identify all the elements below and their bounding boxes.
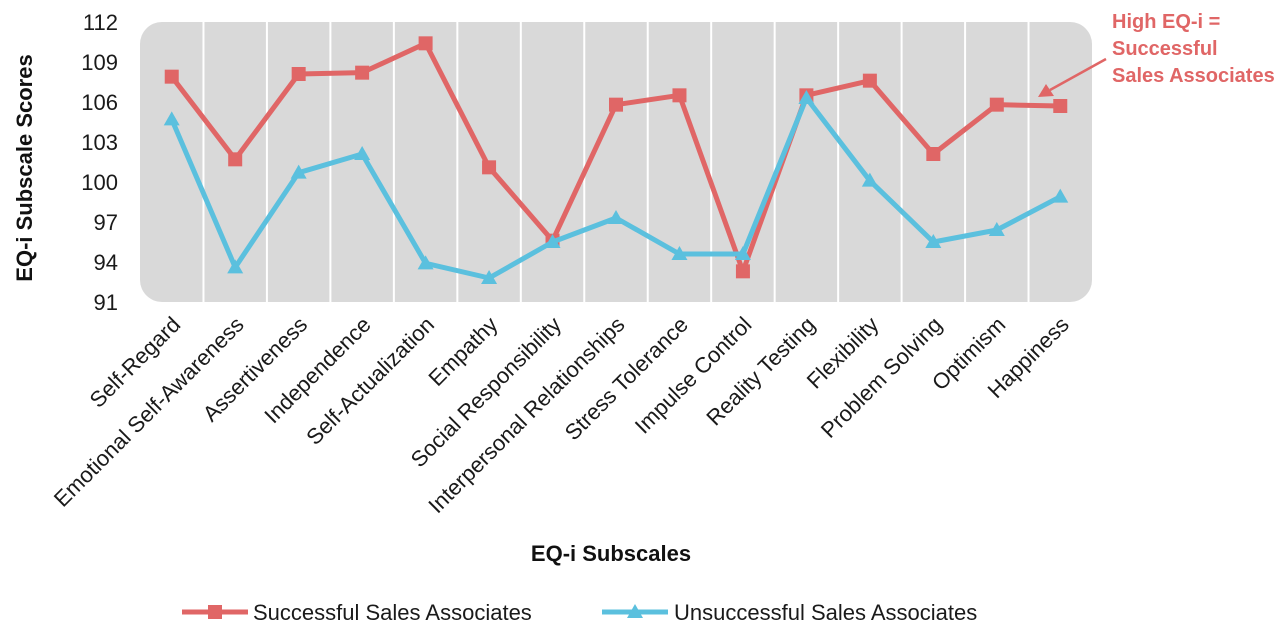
data-point-square (482, 160, 497, 175)
data-point-square (862, 73, 877, 88)
annotation: High EQ-i = Successful Sales Associates (1038, 11, 1275, 97)
plot-background (140, 22, 1092, 302)
y-tick-label: 106 (81, 90, 118, 115)
data-point-square (418, 36, 433, 51)
annotation-line-3: Sales Associates (1112, 65, 1275, 87)
annotation-line-2: Successful (1112, 38, 1218, 60)
data-point-triangle (988, 222, 1005, 236)
data-point-square (228, 152, 243, 167)
y-tick-label: 112 (83, 10, 118, 35)
grid-lines (202, 22, 1030, 302)
y-tick-label: 109 (81, 50, 118, 75)
data-point-square (291, 67, 306, 81)
data-point-square (672, 88, 687, 103)
data-point-triangle (798, 90, 815, 104)
data-point-square (989, 97, 1004, 112)
series-layer (163, 36, 1069, 284)
data-point-triangle (544, 234, 561, 248)
data-point-triangle (671, 246, 688, 260)
series-unsuccessful (163, 90, 1069, 284)
legend-item-successful: Successful Sales Associates (182, 600, 532, 625)
data-point-triangle (734, 246, 751, 260)
data-point-triangle (227, 259, 244, 274)
annotation-arrowhead (1038, 84, 1054, 97)
x-axis-title: EQ-i Subscales (531, 541, 691, 566)
data-point-triangle (290, 164, 307, 179)
data-point-square (164, 69, 179, 84)
data-point-triangle (354, 146, 371, 160)
data-point-square (1053, 99, 1068, 113)
annotation-arrow-line (1049, 57, 1107, 92)
y-tick-label: 91 (94, 290, 118, 315)
legend-square-marker (208, 605, 222, 619)
y-tick-label: 97 (94, 210, 118, 235)
data-point-triangle (163, 111, 180, 126)
data-point-triangle (925, 234, 942, 248)
y-tick-label: 100 (81, 170, 118, 195)
data-point-square (735, 264, 750, 279)
y-axis-ticks: 91 94 97 100 103 106 109 112 (81, 10, 118, 315)
x-tick-label: Impulse Control (630, 312, 757, 439)
annotation-line-1: High EQ-i = (1112, 11, 1220, 33)
data-point-square (609, 97, 623, 112)
legend-label-unsuccessful: Unsuccessful Sales Associates (674, 600, 977, 625)
data-point-triangle (1052, 188, 1069, 203)
x-tick-label: Reality Testing (701, 312, 820, 431)
legend-item-unsuccessful: Unsuccessful Sales Associates (602, 600, 977, 625)
data-point-triangle (861, 172, 878, 187)
y-tick-label: 94 (94, 250, 118, 275)
y-tick-label: 103 (81, 130, 118, 155)
series-successful (164, 36, 1068, 279)
data-point-triangle (481, 270, 498, 284)
legend-label-successful: Successful Sales Associates (253, 600, 532, 625)
data-point-square (355, 65, 370, 80)
legend-triangle-marker (627, 604, 643, 618)
data-point-triangle (608, 210, 624, 224)
data-point-triangle (417, 255, 434, 270)
y-axis-title: EQ-i Subscale Scores (12, 54, 37, 281)
data-point-square (926, 147, 941, 161)
legend: Successful Sales Associates Unsuccessful… (182, 600, 977, 625)
